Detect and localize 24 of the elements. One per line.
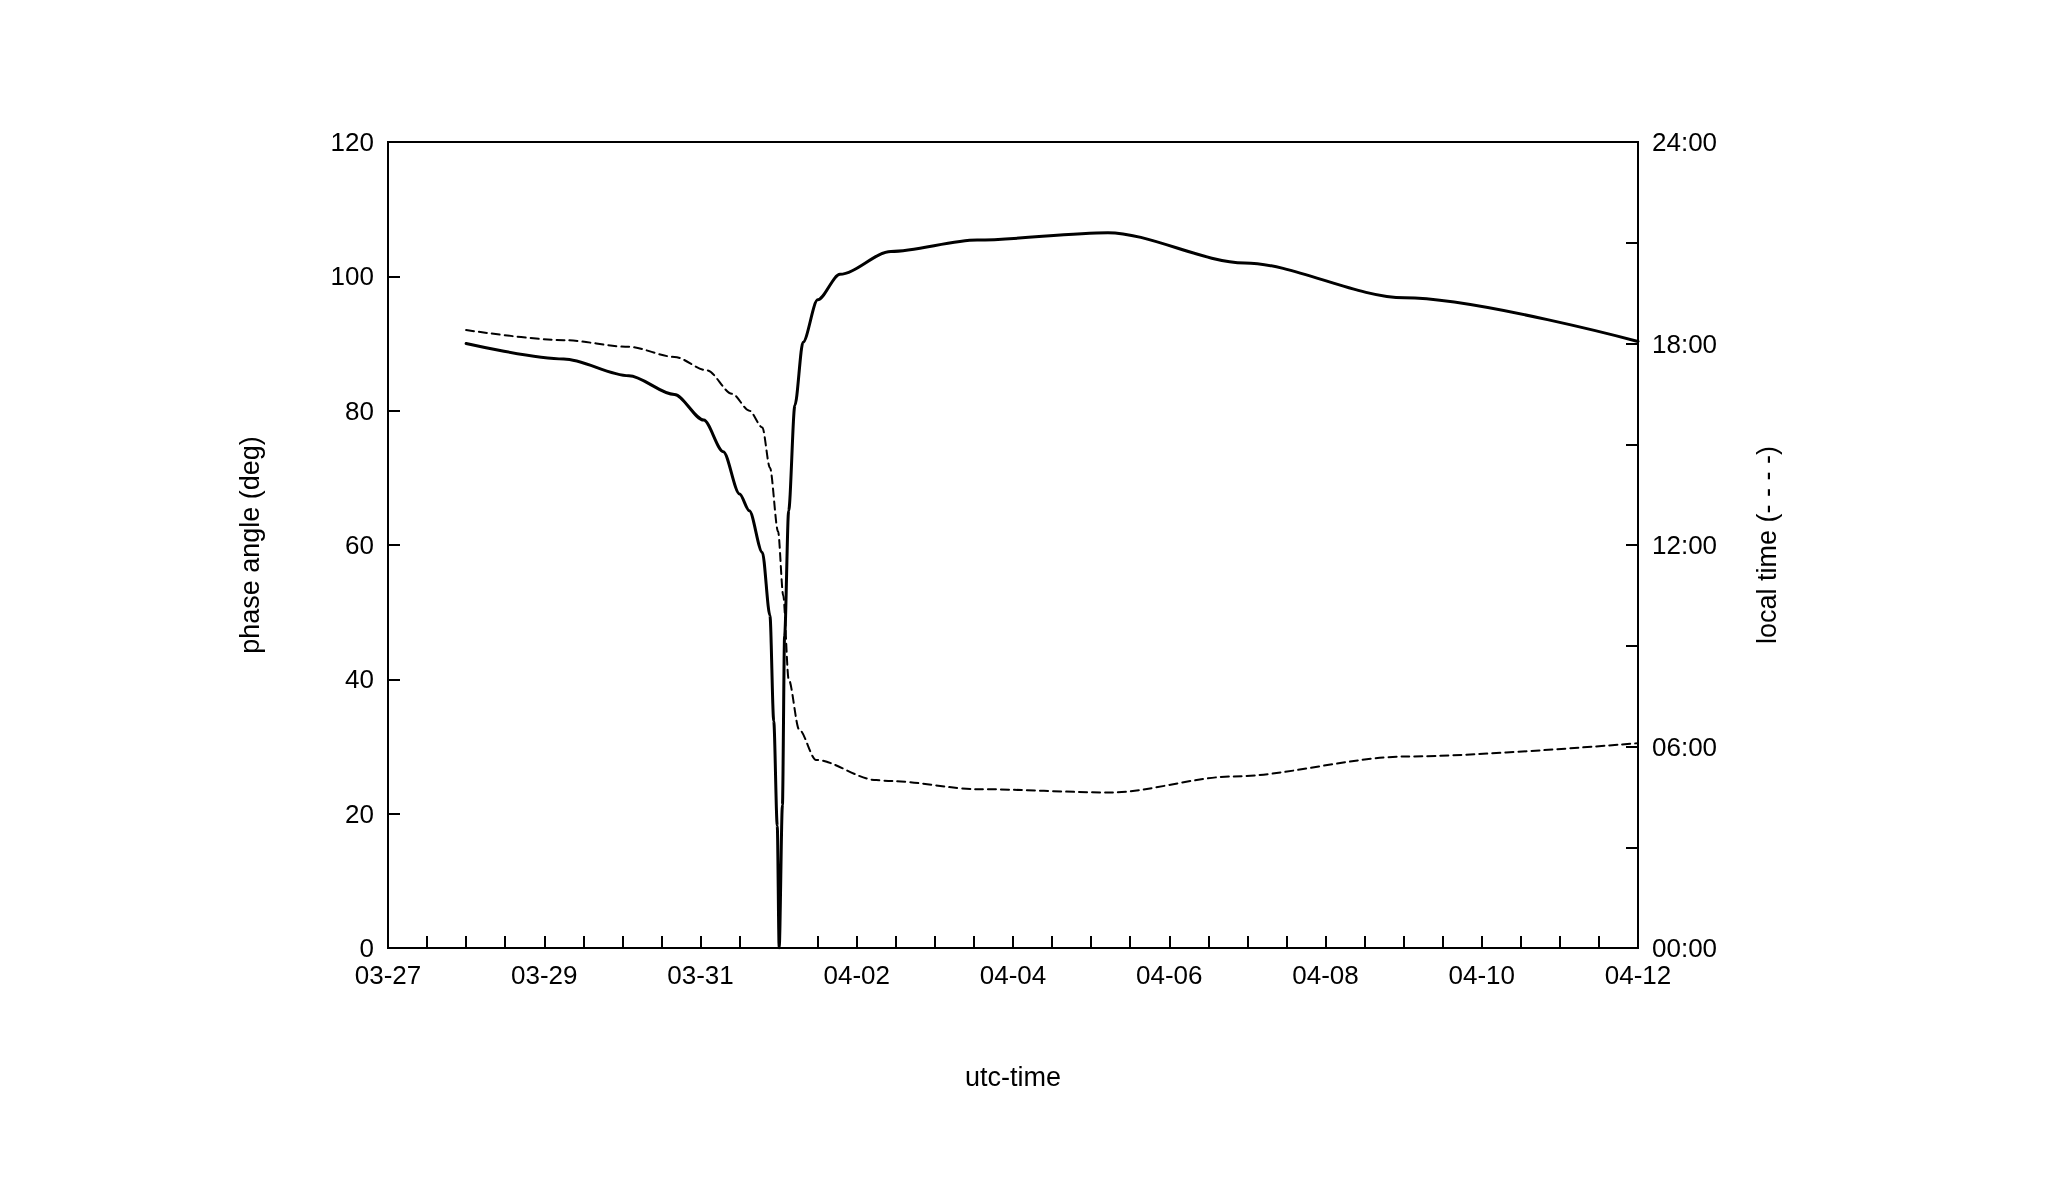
x-tick-label: 04-10	[1448, 960, 1515, 990]
y2-tick-label: 00:00	[1652, 933, 1718, 963]
x-tick-label: 03-31	[667, 960, 734, 990]
x-tick-label: 04-12	[1604, 960, 1672, 990]
y2-axis-title: local time (- - - -)	[1751, 446, 1782, 644]
x-tick-label: 03-27	[354, 960, 422, 990]
x-tick-label: 04-04	[979, 960, 1047, 990]
x-tick-label: 03-29	[511, 960, 578, 990]
y-tick-label: 40	[345, 664, 374, 695]
y-tick-label: 80	[345, 395, 374, 426]
y-tick-label: 20	[345, 798, 374, 829]
y2-tick-label: 24:00	[1652, 127, 1718, 157]
y2-tick-label: 12:00	[1652, 530, 1718, 560]
y-axis-title: phase angle (deg)	[234, 436, 265, 654]
y-tick-label: 100	[330, 261, 374, 292]
x-tick-label: 04-08	[1292, 960, 1359, 990]
x-tick-label: 04-06	[1136, 960, 1203, 990]
x-tick-label: 04-02	[823, 960, 890, 990]
y2-tick-label: 06:00	[1652, 731, 1718, 762]
y2-tick-label: 18:00	[1652, 328, 1718, 359]
x-axis-title: utc-time	[964, 1061, 1062, 1092]
y-tick-label: 120	[330, 127, 374, 157]
y-tick-label: 60	[345, 530, 374, 560]
y-tick-label: 0	[359, 933, 374, 963]
